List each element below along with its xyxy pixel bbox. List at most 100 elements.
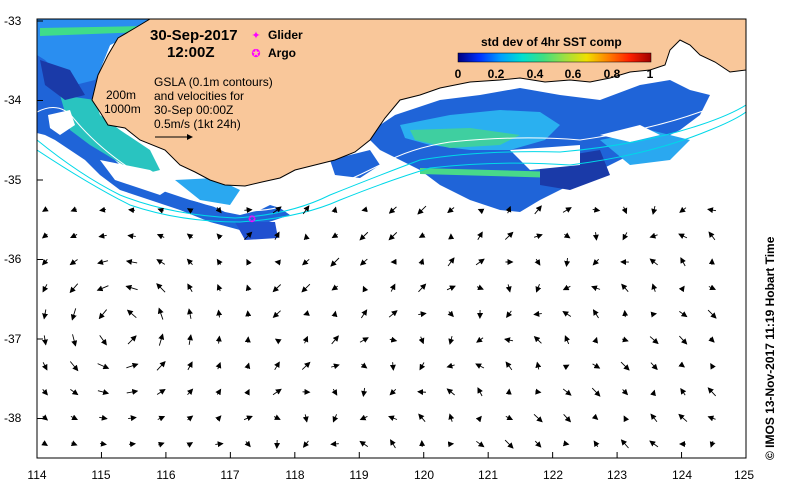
velocity-vector	[41, 362, 48, 371]
contour-200m	[37, 91, 746, 212]
velocity-vector	[215, 361, 222, 370]
velocity-vector	[651, 205, 658, 215]
velocity-vector	[563, 232, 571, 239]
velocity-vector	[302, 440, 310, 448]
velocity-vector	[98, 232, 107, 239]
velocity-vector	[41, 440, 48, 446]
velocity-vector	[187, 361, 193, 371]
velocity-vector	[418, 232, 426, 238]
velocity-vector	[678, 413, 688, 422]
velocity-vector	[678, 285, 685, 293]
velocity-vector	[186, 233, 194, 240]
velocity-vector	[128, 415, 137, 422]
velocity-vector	[477, 387, 483, 397]
velocity-vector	[215, 388, 222, 396]
velocity-vector	[388, 310, 398, 318]
velocity-vector	[477, 208, 485, 215]
velocity-vector	[99, 335, 107, 346]
colorbar-tick: 0.8	[603, 67, 621, 81]
velocity-vector	[302, 258, 310, 266]
velocity-vector	[359, 231, 369, 241]
velocity-vector	[41, 414, 49, 421]
x-tick-label: 121	[477, 468, 499, 482]
velocity-vector	[418, 283, 427, 293]
colorbar-title: std dev of 4hr SST comp	[481, 35, 622, 49]
velocity-vector	[42, 309, 49, 320]
velocity-vector	[244, 440, 251, 448]
time-title: 12:00Z	[167, 44, 215, 61]
x-tick-label: 118	[285, 468, 305, 482]
velocity-vector	[274, 338, 282, 345]
velocity-vector	[302, 205, 310, 215]
velocity-vector	[707, 387, 717, 397]
velocity-vector	[707, 415, 716, 422]
velocity-vector	[505, 205, 512, 214]
colorbar-tick: 0.4	[526, 67, 544, 81]
velocity-vector	[621, 206, 628, 215]
velocity-vector	[447, 257, 455, 267]
velocity-vector	[70, 389, 79, 396]
velocity-vector	[362, 285, 369, 293]
velocity-vector	[331, 284, 339, 291]
velocity-vector	[562, 440, 570, 447]
velocity-vector	[158, 333, 165, 346]
velocity-vector	[361, 387, 368, 397]
velocity-vector	[707, 309, 717, 319]
velocity-vector	[360, 309, 368, 319]
velocity-vector	[156, 283, 166, 293]
velocity-vector	[272, 206, 282, 214]
velocity-vector	[332, 414, 339, 423]
velocity-vector	[709, 441, 716, 448]
velocity-vector	[69, 259, 78, 266]
velocity-vector	[215, 415, 222, 422]
y-tick-label: -36	[4, 252, 22, 266]
velocity-vector	[708, 336, 715, 343]
velocity-vector	[331, 335, 339, 345]
velocity-vector	[477, 231, 483, 241]
velocity-vector	[99, 414, 108, 421]
velocity-vector	[446, 362, 455, 369]
velocity-vector	[156, 233, 165, 240]
velocity-vector	[359, 258, 368, 266]
velocity-vector	[622, 232, 629, 241]
y-tick-label: -38	[4, 411, 22, 425]
velocity-vector	[215, 206, 222, 214]
velocity-vector	[679, 335, 688, 345]
velocity-vector	[331, 363, 340, 370]
velocity-vector	[99, 440, 107, 447]
velocity-vector	[301, 361, 311, 370]
x-tick-label: 117	[220, 468, 240, 482]
velocity-vector	[98, 309, 107, 320]
velocity-vector	[157, 307, 164, 320]
velocity-vector	[361, 206, 368, 213]
bathymetry-contours	[37, 91, 746, 223]
velocity-vector	[680, 388, 687, 396]
x-tick-label: 123	[606, 468, 628, 482]
velocity-vector	[274, 361, 280, 371]
velocity-vector	[126, 388, 139, 395]
velocity-vector	[273, 414, 281, 420]
velocity-vector	[187, 283, 193, 293]
velocity-vector	[622, 336, 629, 343]
velocity-vector	[533, 233, 543, 240]
velocity-vector	[359, 414, 368, 421]
velocity-vector	[69, 283, 79, 294]
velocity-vector	[418, 336, 425, 345]
velocity-vector	[447, 310, 454, 318]
velocity-vector	[592, 206, 601, 213]
velocity-vector	[708, 231, 716, 241]
velocity-vector	[650, 413, 658, 423]
velocity-vector	[418, 311, 427, 318]
x-tick-label: 116	[156, 468, 176, 482]
velocity-vector	[591, 413, 599, 421]
velocity-vector	[70, 206, 78, 212]
velocity-vector	[273, 231, 280, 240]
velocity-vector	[620, 361, 630, 371]
velocity-vector	[127, 335, 137, 345]
velocity-vector	[272, 284, 282, 293]
velocity-vector	[649, 336, 659, 345]
velocity-vector	[360, 362, 368, 369]
velocity-vector	[215, 335, 222, 344]
velocity-vector	[475, 415, 482, 423]
velocity-vector	[96, 285, 109, 292]
